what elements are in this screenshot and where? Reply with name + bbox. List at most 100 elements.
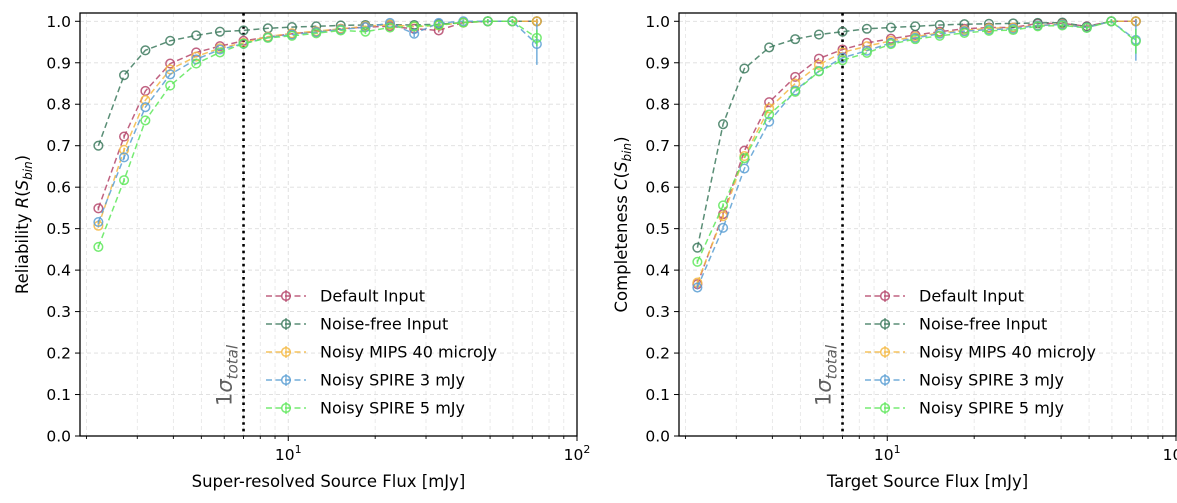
data-point: [790, 71, 801, 82]
data-point: [119, 70, 130, 81]
y-label-paren: ): [612, 136, 631, 142]
data-point: [119, 175, 130, 186]
series-default-input: [692, 16, 1141, 290]
data-point: [214, 26, 225, 37]
y-label-var: S: [612, 161, 631, 171]
data-point: [764, 42, 775, 53]
data-point: [1057, 20, 1068, 31]
legend-label: Noise-free Input: [919, 315, 1047, 334]
data-point: [861, 23, 872, 34]
legend-marker: [879, 346, 891, 358]
data-point: [119, 152, 130, 163]
legend-marker: [879, 290, 891, 302]
y-tick-label: 0.0: [46, 428, 71, 446]
data-point: [861, 47, 872, 58]
data-point: [433, 19, 444, 31]
series-line: [97, 20, 537, 209]
legend-label: Noise-free Input: [320, 315, 448, 334]
data-point: [1008, 24, 1019, 36]
legend-marker: [879, 402, 891, 414]
data-point: [764, 109, 775, 120]
x-axis-label: Target Source Flux [mJy]: [826, 472, 1028, 491]
data-point: [718, 119, 729, 130]
data-point: [718, 200, 729, 211]
x-tick-label: 101: [874, 443, 901, 464]
legend-marker: [280, 402, 292, 414]
legend-label: Noisy SPIRE 3 mJy: [919, 371, 1064, 390]
data-point: [790, 34, 801, 45]
data-point: [214, 44, 225, 55]
series-line: [696, 20, 1136, 283]
data-point: [384, 22, 395, 33]
data-point: [739, 153, 750, 164]
y-label-main: Reliability: [13, 208, 32, 294]
sigma-total-label: 1σtotal: [812, 344, 841, 406]
sigma-label-symbol: σ: [213, 379, 237, 393]
data-point: [286, 30, 298, 41]
legend: Default Input Noise-free Input Noisy MIPS …: [266, 287, 497, 418]
x-axis-label: Super-resolved Source Flux [mJy]: [192, 472, 466, 491]
data-point: [507, 16, 518, 27]
series-noisy-spire-5-mjy: [692, 16, 1141, 267]
series-noisy-spire-3-mjy: [692, 16, 1141, 293]
legend-marker: [280, 318, 292, 330]
data-point: [191, 51, 202, 62]
data-point: [692, 256, 703, 267]
y-tick-label: 0.7: [46, 137, 71, 155]
x-tick-base: 10: [1163, 446, 1177, 464]
data-point: [1081, 22, 1092, 33]
y-tick-label: 0.3: [645, 303, 670, 321]
data-point: [214, 47, 225, 58]
y-tick-label: 0.4: [645, 262, 670, 280]
y-label-symbol: C: [612, 178, 631, 190]
y-label-symbol: R: [13, 197, 32, 208]
y-tick-label: 1.0: [645, 13, 670, 31]
y-tick-label: 0.3: [46, 303, 71, 321]
axes-frame: [678, 12, 1177, 437]
series-line: [97, 20, 538, 223]
data-point: [165, 69, 176, 80]
x-tick-exponent: 1: [295, 443, 302, 456]
legend: Default Input Noise-free Input Noisy MIPS …: [865, 287, 1096, 418]
x-tick-label: 102: [564, 443, 591, 464]
y-tick-label: 0.6: [46, 179, 71, 197]
series-default-input: [93, 16, 542, 214]
sigma-label-symbol: σ: [812, 379, 836, 393]
y-tick-label: 0.2: [645, 345, 670, 363]
x-tick-label: 101: [275, 443, 302, 464]
data-point: [140, 95, 151, 106]
data-point: [813, 59, 824, 70]
data-point: [1032, 21, 1043, 32]
y-tick-label: 0.2: [46, 345, 71, 363]
data-point: [790, 86, 801, 97]
data-point: [531, 32, 542, 43]
legend-marker: [280, 290, 292, 302]
x-tick-base: 10: [564, 446, 584, 464]
data-point: [140, 102, 151, 113]
data-point: [813, 29, 824, 40]
sigma-label-sub: total: [823, 344, 841, 379]
data-point: [1130, 36, 1141, 47]
data-point: [93, 140, 104, 151]
x-tick-base: 10: [874, 446, 894, 464]
data-point: [238, 38, 249, 49]
data-point: [93, 216, 104, 228]
legend-label: Default Input: [919, 287, 1024, 306]
y-tick-label: 0.1: [645, 386, 670, 404]
y-tick-label: 0.9: [645, 54, 670, 72]
data-point: [983, 25, 994, 36]
data-point: [360, 26, 371, 37]
y-axis-label: Reliability R(Sbin): [13, 155, 35, 294]
data-point: [837, 26, 848, 37]
legend-marker: [280, 346, 292, 358]
legend-label: Noisy MIPS 40 microJy: [919, 343, 1096, 362]
data-point: [93, 241, 104, 252]
data-point: [739, 63, 750, 74]
y-axis-label: Completeness C(Sbin): [612, 136, 634, 312]
legend-label: Noisy SPIRE 3 mJy: [320, 371, 465, 390]
data-point: [311, 28, 322, 39]
data-point: [238, 25, 249, 36]
series-noisy-mips-40-microjy: [93, 16, 542, 231]
y-tick-label: 0.0: [645, 428, 670, 446]
